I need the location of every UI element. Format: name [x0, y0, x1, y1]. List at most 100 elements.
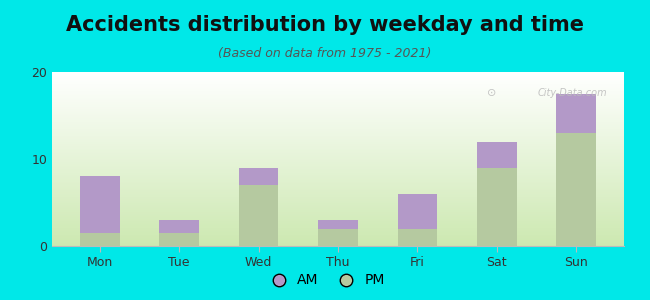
- Bar: [52, 134, 624, 135]
- Bar: [52, 127, 624, 128]
- Bar: [52, 79, 624, 80]
- Bar: [52, 132, 624, 133]
- Bar: [52, 171, 624, 172]
- Bar: [52, 99, 624, 100]
- Bar: [52, 120, 624, 121]
- Bar: [52, 207, 624, 208]
- Bar: [52, 157, 624, 158]
- Bar: [52, 87, 624, 88]
- Bar: [52, 159, 624, 160]
- Bar: [52, 135, 624, 136]
- Bar: [52, 93, 624, 94]
- Bar: [52, 80, 624, 81]
- Bar: [52, 101, 624, 102]
- Bar: [52, 90, 624, 91]
- Bar: [52, 153, 624, 154]
- Bar: [52, 186, 624, 187]
- Bar: [52, 145, 624, 146]
- Bar: [52, 107, 624, 108]
- Bar: [52, 175, 624, 176]
- Bar: [398, 229, 437, 246]
- Bar: [52, 126, 624, 127]
- Bar: [159, 233, 199, 246]
- Bar: [52, 206, 624, 207]
- Bar: [52, 177, 624, 178]
- Bar: [477, 168, 517, 246]
- Bar: [52, 183, 624, 184]
- Bar: [52, 81, 624, 82]
- Bar: [80, 233, 120, 246]
- Bar: [52, 95, 624, 96]
- Bar: [52, 179, 624, 180]
- Bar: [556, 94, 596, 133]
- Bar: [52, 220, 624, 221]
- Bar: [52, 124, 624, 125]
- Bar: [52, 105, 624, 106]
- Bar: [52, 229, 624, 230]
- Bar: [52, 118, 624, 119]
- Bar: [52, 202, 624, 203]
- Bar: [52, 174, 624, 175]
- Bar: [52, 188, 624, 189]
- Bar: [52, 82, 624, 83]
- Bar: [52, 208, 624, 209]
- Bar: [52, 245, 624, 246]
- Bar: [52, 165, 624, 166]
- Bar: [556, 133, 596, 246]
- Bar: [52, 233, 624, 234]
- Bar: [52, 138, 624, 139]
- Bar: [52, 169, 624, 170]
- Bar: [52, 150, 624, 151]
- Bar: [52, 203, 624, 204]
- Text: Accidents distribution by weekday and time: Accidents distribution by weekday and ti…: [66, 15, 584, 35]
- Bar: [52, 115, 624, 116]
- Bar: [80, 176, 120, 233]
- Bar: [52, 201, 624, 202]
- Bar: [52, 102, 624, 103]
- Bar: [52, 163, 624, 164]
- Bar: [52, 116, 624, 117]
- Bar: [52, 147, 624, 148]
- Bar: [52, 242, 624, 243]
- Bar: [52, 241, 624, 242]
- Bar: [52, 72, 624, 73]
- Bar: [52, 106, 624, 107]
- Bar: [52, 234, 624, 235]
- Bar: [52, 85, 624, 86]
- Bar: [52, 194, 624, 195]
- Bar: [52, 91, 624, 92]
- Bar: [52, 169, 624, 170]
- Bar: [52, 164, 624, 165]
- Bar: [52, 216, 624, 217]
- Bar: [52, 215, 624, 216]
- Bar: [52, 113, 624, 114]
- Bar: [52, 231, 624, 232]
- Bar: [52, 200, 624, 201]
- Bar: [52, 154, 624, 155]
- Bar: [52, 117, 624, 118]
- Bar: [239, 185, 278, 246]
- Bar: [52, 82, 624, 83]
- Bar: [52, 96, 624, 97]
- Bar: [52, 144, 624, 145]
- Bar: [52, 192, 624, 193]
- Bar: [52, 223, 624, 224]
- Bar: [52, 244, 624, 245]
- Bar: [52, 137, 624, 138]
- Text: (Based on data from 1975 - 2021): (Based on data from 1975 - 2021): [218, 46, 432, 59]
- Bar: [477, 142, 517, 168]
- Legend: AM, PM: AM, PM: [259, 268, 391, 293]
- Bar: [52, 204, 624, 205]
- Bar: [52, 228, 624, 229]
- Bar: [52, 211, 624, 212]
- Bar: [52, 155, 624, 156]
- Bar: [52, 92, 624, 93]
- Bar: [52, 217, 624, 218]
- Bar: [52, 238, 624, 239]
- Bar: [52, 191, 624, 192]
- Text: ⊙: ⊙: [487, 88, 496, 98]
- Bar: [52, 173, 624, 174]
- Bar: [52, 170, 624, 171]
- Bar: [52, 227, 624, 228]
- Bar: [52, 166, 624, 167]
